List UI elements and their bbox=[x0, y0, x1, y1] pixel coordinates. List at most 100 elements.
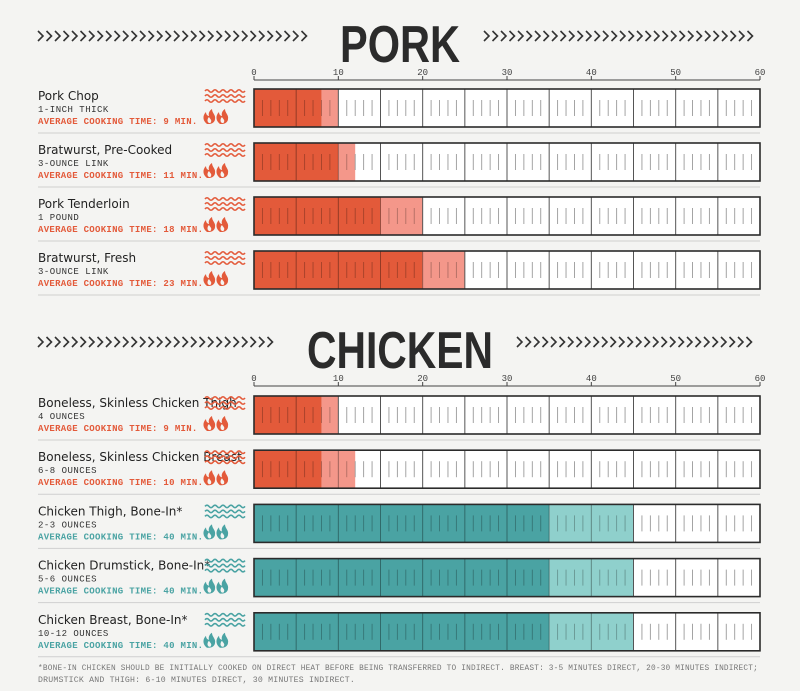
flame-icon bbox=[203, 163, 229, 178]
x-tick-label: 30 bbox=[502, 374, 513, 384]
bar-frame bbox=[253, 250, 761, 290]
heat-waves-icon bbox=[204, 450, 246, 465]
bar-max-range bbox=[549, 504, 634, 543]
item-name: Pork Chop bbox=[38, 89, 99, 103]
item-portion: 1-INCH THICK bbox=[38, 105, 109, 115]
chevron-mark bbox=[517, 30, 525, 42]
flame-icon bbox=[203, 470, 229, 486]
bar-min-range bbox=[254, 504, 550, 543]
chevron-mark bbox=[508, 30, 516, 42]
x-tick-label: 10 bbox=[333, 374, 344, 384]
x-tick-label: 40 bbox=[586, 68, 597, 78]
item-portion: 4 OUNCES bbox=[38, 412, 85, 422]
chevron-mark bbox=[636, 30, 644, 42]
chart-title: PORK bbox=[340, 16, 460, 74]
flame-inner bbox=[220, 279, 225, 285]
chevron-mark bbox=[241, 336, 249, 348]
flame-shape bbox=[216, 632, 229, 648]
chevron-mark bbox=[500, 30, 508, 42]
flame-inner bbox=[207, 279, 212, 285]
chevron-mark bbox=[122, 336, 130, 348]
heat-waves-icon bbox=[204, 142, 246, 158]
x-tick-label: 0 bbox=[251, 374, 256, 384]
chevron-mark bbox=[737, 336, 745, 348]
chevron-mark bbox=[164, 336, 172, 348]
bar-max-range bbox=[422, 251, 465, 289]
x-tick-label: 60 bbox=[755, 68, 766, 78]
flame-inner bbox=[220, 640, 225, 647]
chevron-mark bbox=[300, 30, 308, 42]
chevron-mark bbox=[610, 30, 618, 42]
flame-icon bbox=[203, 217, 229, 232]
footnote: *BONE-IN CHICKEN SHOULD BE INITIALLY COO… bbox=[38, 663, 758, 685]
chevron-divider-right bbox=[483, 30, 754, 42]
chevron-mark bbox=[190, 336, 198, 348]
flame-inner bbox=[207, 586, 212, 593]
x-tick-label: 20 bbox=[417, 68, 428, 78]
chevron-mark bbox=[602, 30, 610, 42]
bar-min-range bbox=[254, 612, 550, 651]
flame-shape bbox=[203, 524, 216, 540]
chart-section-chicken: CHICKEN Boneless, Skinless Chicken Thigh 4… bbox=[38, 322, 761, 658]
x-tick-label: 20 bbox=[417, 374, 428, 384]
item-time-label: AVERAGE COOKING TIME: 40 MIN. bbox=[38, 587, 203, 597]
chevron-mark bbox=[71, 336, 79, 348]
item-time-label: AVERAGE COOKING TIME: 9 MIN. bbox=[38, 424, 198, 434]
chart-row: Pork Tenderloin 1 POUND AVERAGE COOKING TI… bbox=[38, 196, 761, 242]
wave-line bbox=[204, 201, 246, 207]
chevron-mark bbox=[224, 30, 232, 42]
chevron-mark bbox=[711, 336, 719, 348]
chevron-mark bbox=[258, 336, 266, 348]
flame-inner bbox=[220, 532, 225, 539]
item-portion: 3-OUNCE LINK bbox=[38, 159, 109, 169]
chevron-mark bbox=[677, 336, 685, 348]
bar-max-range bbox=[338, 143, 356, 181]
chart-title: CHICKEN bbox=[307, 322, 493, 380]
flame-shape bbox=[203, 578, 216, 594]
chevron-mark bbox=[232, 30, 240, 42]
chart-row: Bratwurst, Pre-Cooked 3-OUNCE LINK AVERAGE… bbox=[38, 142, 761, 188]
chevron-mark bbox=[559, 30, 567, 42]
wave-line bbox=[204, 514, 246, 519]
x-axis: 0 10 20 30 40 50 60 bbox=[251, 374, 765, 387]
bar-frame bbox=[253, 395, 761, 435]
heat-waves-icon bbox=[204, 196, 246, 212]
wave-line bbox=[204, 612, 246, 617]
item-time-label: AVERAGE COOKING TIME: 23 MIN. bbox=[38, 279, 203, 289]
x-tick-label: 40 bbox=[586, 374, 597, 384]
x-tick-label: 50 bbox=[670, 68, 681, 78]
item-time-label: AVERAGE COOKING TIME: 40 MIN. bbox=[38, 532, 203, 542]
wave-line bbox=[204, 563, 246, 568]
chevron-mark bbox=[113, 30, 121, 42]
chevron-mark bbox=[54, 30, 62, 42]
chevron-mark bbox=[139, 336, 147, 348]
chevron-mark bbox=[533, 336, 541, 348]
flame-icon bbox=[203, 271, 229, 286]
item-name: Bratwurst, Fresh bbox=[38, 251, 136, 265]
chevron-mark bbox=[534, 30, 542, 42]
flame-shape bbox=[216, 416, 229, 431]
flame-shape bbox=[216, 470, 229, 486]
wave-line bbox=[204, 450, 246, 455]
x-tick-label: 10 bbox=[333, 68, 344, 78]
flame-inner bbox=[220, 478, 225, 485]
bar-min-range bbox=[254, 251, 423, 289]
flame-inner bbox=[207, 117, 212, 123]
chevron-mark bbox=[156, 30, 164, 42]
chevron-mark bbox=[215, 336, 223, 348]
chevron-mark bbox=[703, 336, 711, 348]
chevron-mark bbox=[164, 30, 172, 42]
flame-inner bbox=[207, 640, 212, 647]
wave-line bbox=[204, 147, 246, 153]
bar-frame bbox=[253, 196, 761, 236]
chevron-mark bbox=[283, 30, 291, 42]
wave-line bbox=[204, 255, 246, 261]
chevron-mark bbox=[653, 30, 661, 42]
flame-inner bbox=[220, 586, 225, 593]
wave-line bbox=[204, 206, 246, 212]
wave-line bbox=[204, 98, 246, 104]
wave-line bbox=[204, 455, 246, 460]
chevron-mark bbox=[173, 336, 181, 348]
